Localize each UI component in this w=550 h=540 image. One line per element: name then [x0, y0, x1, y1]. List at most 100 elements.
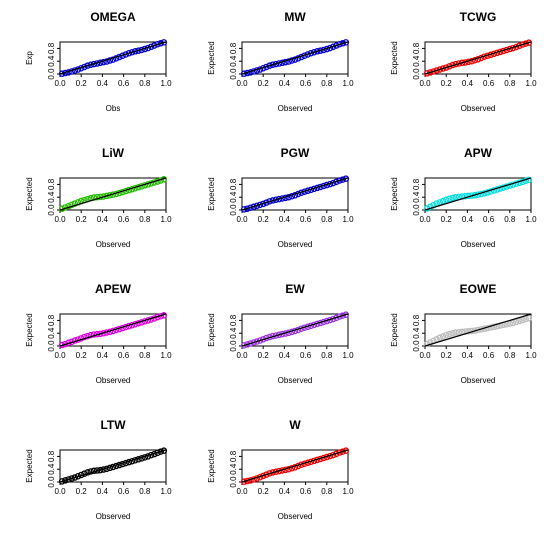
- data-point: [462, 192, 469, 200]
- plot-frame: [59, 449, 167, 483]
- x-tick-label: 0.2: [441, 79, 453, 88]
- data-point: [493, 322, 501, 330]
- x-tick-label: 0.4: [462, 351, 474, 360]
- y-tick-label: 0.4: [47, 327, 56, 339]
- y-axis-label: Exp: [25, 51, 34, 65]
- plot-frame: [59, 41, 167, 75]
- data-point: [522, 40, 529, 47]
- reference-line: [241, 313, 349, 347]
- y-tick-label: 0.8: [412, 314, 421, 326]
- panel-w: W0.0 0.2 0.4 0.6 0.8 1.00.00.40.8ObservedExpe…: [207, 418, 354, 521]
- panel-ew: EW0.0 0.2 0.4 0.6 0.8 1.00.00.40.8ObservedExp…: [207, 282, 354, 385]
- x-axis-label: Observed: [278, 104, 313, 113]
- data-point: [519, 316, 526, 324]
- plot-frame: [59, 313, 167, 347]
- y-tick-label: 0.4: [412, 55, 421, 67]
- data-point: [522, 315, 529, 323]
- x-tick-label: 0.4: [279, 487, 291, 496]
- x-tick-label: 0.8: [321, 487, 333, 496]
- data-point: [452, 329, 459, 336]
- x-tick-label: 0.0: [54, 351, 66, 360]
- x-tick-label: 0.6: [300, 79, 312, 88]
- x-tick-label: 0.2: [76, 351, 88, 360]
- y-tick-label: 0.0: [412, 68, 421, 80]
- data-point: [339, 176, 346, 183]
- panel-title: OMEGA: [90, 10, 136, 24]
- data-point: [151, 42, 158, 49]
- x-tick-label: 0.2: [258, 79, 270, 88]
- data-point: [449, 329, 456, 337]
- y-tick-label: 0.8: [47, 42, 56, 54]
- panel-title: MW: [284, 10, 306, 24]
- y-tick-label: 0.4: [229, 327, 238, 339]
- data-point: [93, 193, 101, 201]
- x-tick-label: 0.6: [118, 215, 130, 224]
- data-point: [427, 203, 434, 211]
- data-point: [516, 317, 523, 325]
- x-axis-label: Observed: [278, 240, 313, 249]
- x-tick-label: 0.2: [76, 215, 88, 224]
- data-point: [512, 318, 520, 326]
- data-point: [439, 197, 447, 205]
- y-axis-label: Expected: [207, 449, 216, 482]
- data-point: [449, 194, 456, 202]
- x-tick-label: 0.8: [321, 215, 333, 224]
- data-point: [275, 331, 283, 339]
- x-tick-label: 0.8: [139, 79, 151, 88]
- x-tick-label: 0.0: [236, 79, 248, 88]
- data-point: [427, 339, 434, 346]
- x-tick-label: 1.0: [525, 351, 537, 360]
- x-tick-label: 0.4: [97, 351, 109, 360]
- data-point: [132, 48, 139, 55]
- data-point: [285, 58, 292, 65]
- x-tick-label: 0.6: [483, 215, 495, 224]
- panel-title: EW: [285, 282, 305, 296]
- x-tick-label: 0.2: [441, 351, 453, 360]
- data-point: [436, 66, 444, 73]
- x-tick-label: 0.0: [54, 79, 66, 88]
- y-axis-label: Expected: [207, 41, 216, 74]
- x-tick-label: 0.2: [258, 215, 270, 224]
- x-tick-label: 0.8: [139, 215, 151, 224]
- x-tick-label: 1.0: [342, 215, 354, 224]
- data-point: [509, 319, 517, 327]
- data-point: [266, 62, 273, 69]
- x-tick-label: 0.8: [504, 215, 516, 224]
- y-tick-label: 0.0: [47, 68, 56, 80]
- panel-mw: MW0.0 0.2 0.4 0.6 0.8 1.00.00.40.8ObservedExp…: [207, 10, 354, 113]
- x-axis-label: Observed: [461, 376, 496, 385]
- data-point: [157, 448, 164, 455]
- x-tick-label: 0.6: [300, 215, 312, 224]
- x-tick-label: 0.0: [419, 79, 431, 88]
- x-tick-label: 0.8: [139, 351, 151, 360]
- data-point: [84, 62, 91, 69]
- y-tick-label: 0.4: [229, 191, 238, 203]
- data-point: [433, 67, 440, 74]
- y-axis-label: Expected: [25, 313, 34, 346]
- data-point: [81, 333, 88, 341]
- x-tick-label: 0.0: [236, 351, 248, 360]
- x-tick-label: 0.2: [258, 487, 270, 496]
- data-point: [240, 70, 248, 77]
- x-axis-label: Observed: [96, 512, 131, 521]
- data-point: [244, 341, 251, 348]
- reference-line: [241, 449, 349, 483]
- data-point: [314, 48, 321, 55]
- x-tick-label: 1.0: [342, 487, 354, 496]
- y-tick-label: 0.0: [229, 68, 238, 80]
- y-tick-label: 0.4: [412, 191, 421, 203]
- y-axis-label: Expected: [390, 313, 399, 346]
- x-tick-label: 0.6: [483, 351, 495, 360]
- reference-line: [59, 449, 167, 483]
- y-tick-label: 0.8: [229, 178, 238, 190]
- panel-title: W: [289, 418, 301, 432]
- reference-line: [424, 177, 532, 211]
- x-tick-label: 0.0: [419, 215, 431, 224]
- data-point: [71, 200, 79, 207]
- x-tick-label: 0.0: [54, 215, 66, 224]
